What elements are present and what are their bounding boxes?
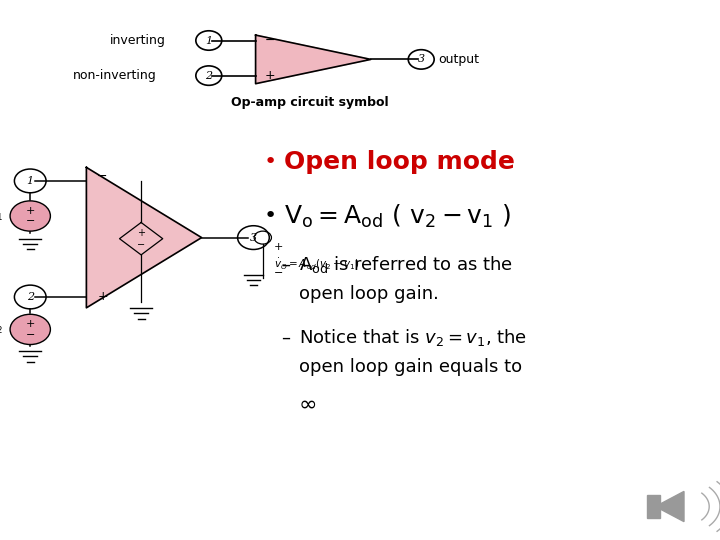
Text: 3: 3 (250, 233, 257, 242)
Text: output: output (438, 53, 479, 66)
Polygon shape (660, 491, 684, 522)
Text: $v_1$: $v_1$ (0, 210, 3, 222)
Text: open loop gain equals to: open loop gain equals to (299, 358, 522, 376)
Text: −: − (137, 240, 145, 250)
Text: –: – (281, 328, 289, 347)
Text: −: − (25, 330, 35, 340)
Text: $v_2$: $v_2$ (0, 323, 3, 336)
Text: −: − (274, 268, 283, 278)
Text: +: + (137, 228, 145, 238)
Text: Op-amp circuit symbol: Op-amp circuit symbol (231, 96, 388, 109)
Text: 2: 2 (205, 71, 212, 80)
Circle shape (10, 314, 50, 345)
Text: inverting: inverting (109, 34, 166, 47)
Text: +: + (97, 291, 108, 303)
Text: ∞: ∞ (299, 395, 318, 415)
Text: non-inverting: non-inverting (73, 69, 157, 82)
Text: +: + (25, 206, 35, 215)
Text: –: – (281, 255, 289, 274)
Text: +: + (274, 242, 283, 252)
Polygon shape (256, 35, 371, 84)
Text: −: − (97, 170, 108, 183)
Text: −: − (25, 217, 35, 226)
Text: 2: 2 (27, 292, 34, 302)
Text: •: • (264, 152, 276, 172)
Polygon shape (86, 167, 202, 308)
Text: Open loop mode: Open loop mode (284, 150, 516, 174)
Text: +: + (265, 69, 276, 82)
Text: −: − (265, 34, 276, 47)
Text: 1: 1 (205, 36, 212, 45)
Text: 3: 3 (418, 55, 425, 64)
Text: $\mathrm{A_{od}}$ is referred to as the: $\mathrm{A_{od}}$ is referred to as the (299, 254, 513, 275)
Circle shape (10, 201, 50, 231)
FancyBboxPatch shape (647, 495, 660, 518)
Text: open loop gain.: open loop gain. (299, 285, 438, 303)
Text: •: • (264, 206, 276, 226)
Text: +: + (25, 319, 35, 329)
Text: $\mathrm{V_o = A_{od}\ (\ v_2 - v_1\ )}$: $\mathrm{V_o = A_{od}\ (\ v_2 - v_1\ )}$ (284, 202, 512, 230)
Text: Notice that is $v_2 = v_1$, the: Notice that is $v_2 = v_1$, the (299, 327, 527, 348)
Text: 1: 1 (27, 176, 34, 186)
Text: $\dot{v}_O = A_{od}(v_2 - v_1)$: $\dot{v}_O = A_{od}(v_2 - v_1)$ (274, 256, 359, 271)
